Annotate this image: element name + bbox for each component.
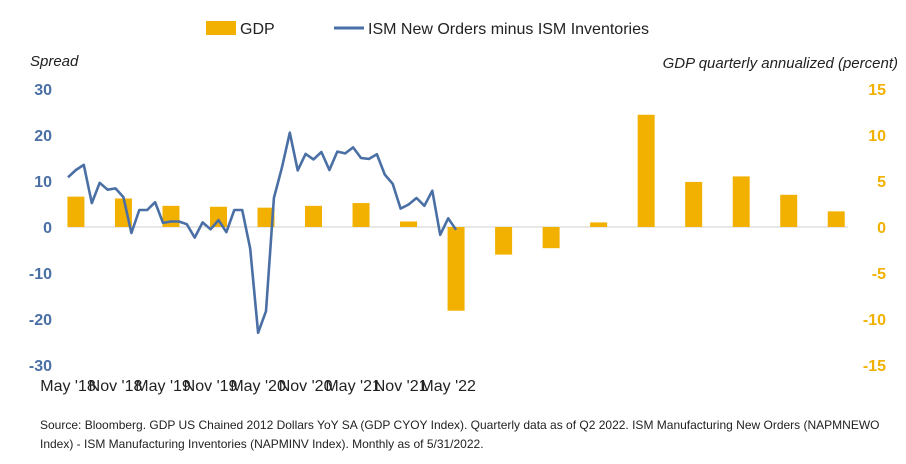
x-tick-label: Nov '19 <box>184 378 238 395</box>
left-tick-label: 10 <box>34 174 52 191</box>
gdp-bar <box>732 176 750 227</box>
gdp-bar <box>305 205 323 227</box>
left-tick-label: 20 <box>34 128 52 145</box>
right-tick-label: -5 <box>872 266 886 283</box>
gdp-bar <box>352 203 370 227</box>
gdp-bar <box>637 114 655 227</box>
gdp-bars <box>67 114 845 311</box>
gdp-bar <box>685 181 703 227</box>
gdp-bar <box>542 227 560 249</box>
gdp-bar <box>780 194 798 227</box>
x-tick-label: May '21 <box>325 378 381 395</box>
x-tick-label: Nov '18 <box>89 378 143 395</box>
x-tick-label: May '22 <box>420 378 476 395</box>
legend: GDP ISM New Orders minus ISM Inventories <box>206 21 649 38</box>
right-tick-label: 15 <box>868 82 886 99</box>
gdp-bar <box>495 227 513 255</box>
ism-line-group <box>67 131 458 335</box>
gdp-bar <box>257 207 275 227</box>
right-tick-label: 5 <box>877 174 886 191</box>
gdp-bar <box>590 222 608 227</box>
ism-line <box>67 131 458 335</box>
right-tick-label: -10 <box>863 312 886 329</box>
right-axis-title: GDP quarterly annualized (percent) <box>663 55 898 72</box>
right-tick-label: -15 <box>863 358 886 375</box>
x-tick-label: May '20 <box>230 378 286 395</box>
x-tick-label: Nov '20 <box>279 378 333 395</box>
right-tick-label: 0 <box>877 220 886 237</box>
left-tick-label: -20 <box>29 312 52 329</box>
left-axis-title: Spread <box>30 53 79 70</box>
legend-gdp-swatch <box>206 21 236 35</box>
gdp-bar <box>400 221 418 227</box>
right-tick-label: 10 <box>868 128 886 145</box>
x-tick-label: May '19 <box>135 378 191 395</box>
x-tick-label: May '18 <box>40 378 96 395</box>
gdp-bar <box>827 211 845 227</box>
left-tick-label: -30 <box>29 358 52 375</box>
legend-ism-label: ISM New Orders minus ISM Inventories <box>368 21 649 38</box>
gdp-bar <box>209 206 227 227</box>
left-tick-label: 0 <box>43 220 52 237</box>
left-y-axis: -30 -20 -10 0 10 20 30 <box>29 82 52 375</box>
gdp-bar <box>67 196 85 227</box>
right-y-axis: -15 -10 -5 0 5 10 15 <box>863 82 886 375</box>
source-note: Source: Bloomberg. GDP US Chained 2012 D… <box>40 418 880 451</box>
left-tick-label: 30 <box>34 82 52 99</box>
x-tick-label: Nov '21 <box>374 378 428 395</box>
left-tick-label: -10 <box>29 266 52 283</box>
gdp-bar <box>447 227 465 311</box>
legend-gdp-label: GDP <box>240 21 275 38</box>
